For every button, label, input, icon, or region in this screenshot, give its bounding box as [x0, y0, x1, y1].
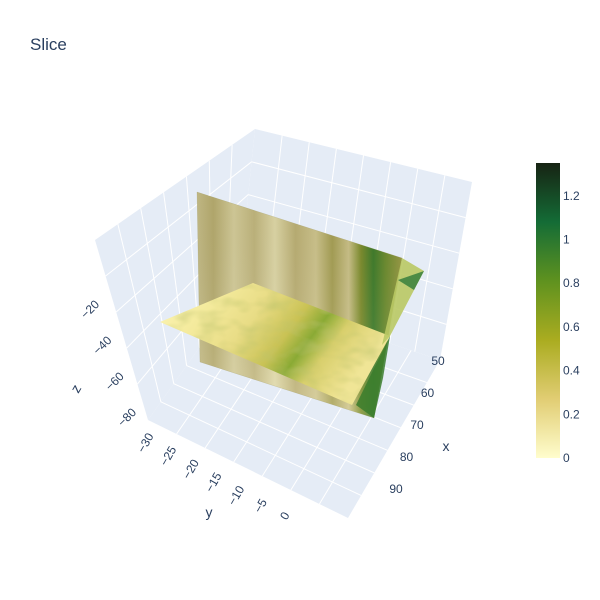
colorbar-ticks: 0 0.2 0.4 0.6 0.8 1 1.2: [563, 189, 580, 465]
y-tick-label: −25: [157, 443, 179, 468]
chart-title: Slice: [30, 35, 67, 54]
x-axis-ticks: 50 60 70 80 90: [389, 354, 445, 496]
y-axis-title: y: [206, 504, 213, 520]
z-tick-label: −60: [102, 369, 127, 394]
colorbar-tick-label: 0: [563, 451, 570, 465]
y-tick-label: −20: [180, 457, 202, 482]
x-tick-label: 70: [410, 418, 424, 432]
z-tick-label: −20: [78, 297, 103, 322]
x-axis-title: x: [443, 438, 450, 454]
horizontal-slice: [160, 258, 424, 405]
colorbar-tick-label: 0.8: [563, 276, 580, 290]
z-tick-label: −40: [90, 333, 115, 358]
horizontal-slice-surface: [160, 283, 390, 405]
colorbar-tick-label: 0.2: [563, 407, 580, 421]
x-tick-label: 90: [389, 482, 403, 496]
y-tick-label: −30: [134, 430, 156, 455]
x-tick-label: 80: [400, 450, 414, 464]
colorbar-tick-label: 0.6: [563, 320, 580, 334]
colorbar-tick-label: 1.2: [563, 189, 580, 203]
z-axis-title: z: [67, 381, 84, 395]
z-tick-label: −80: [115, 405, 140, 430]
y-tick-label: −10: [225, 483, 247, 508]
vertical-slice-front-edge: [356, 336, 390, 418]
colorbar-tick-label: 0.4: [563, 364, 580, 378]
y-tick-label: 0: [277, 509, 293, 522]
x-tick-label: 60: [421, 386, 435, 400]
colorbar: 0 0.2 0.4 0.6 0.8 1 1.2: [536, 163, 580, 465]
x-tick-label: 50: [431, 354, 445, 368]
y-tick-label: −15: [202, 470, 224, 495]
y-tick-label: −5: [251, 496, 270, 515]
colorbar-gradient: [536, 163, 560, 458]
colorbar-tick-label: 1: [563, 232, 570, 246]
